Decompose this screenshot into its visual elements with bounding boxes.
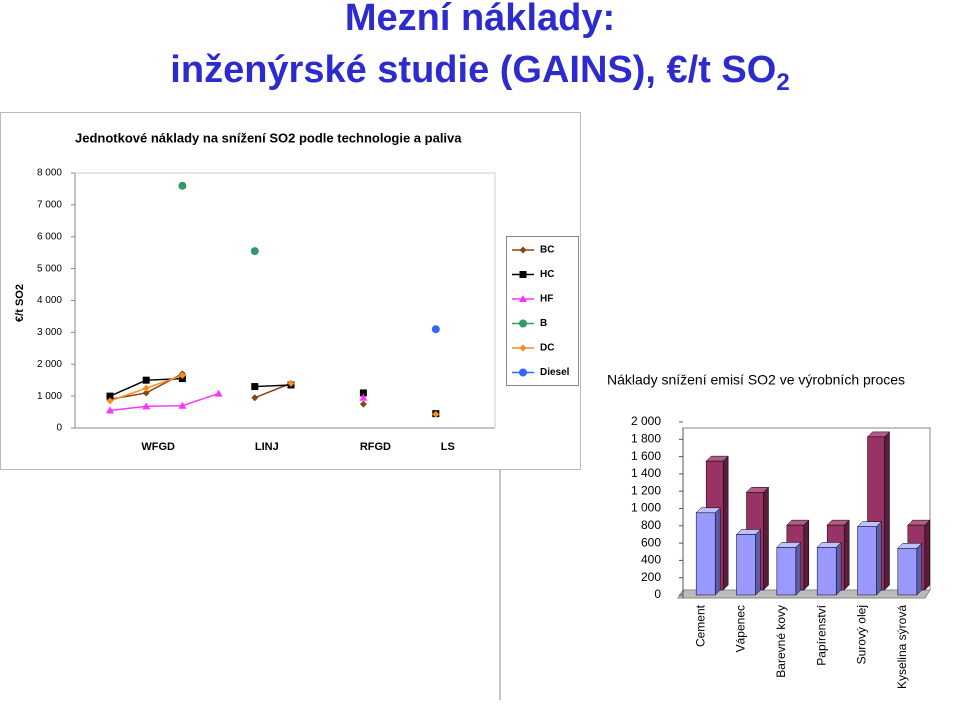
y-tick-label: 1 000: [631, 501, 661, 515]
y-tick-label: 3 000: [37, 327, 62, 338]
y-tick-label: 600: [641, 535, 661, 549]
point: [432, 410, 440, 418]
y-tick-label: 200: [641, 570, 661, 584]
bar: [736, 534, 756, 596]
y-tick-label: 1 400: [631, 466, 661, 480]
point: [287, 379, 295, 387]
y-tick-label: 0: [56, 423, 62, 434]
chart-title: Jednotkové náklady na snížení SO2 podle …: [75, 130, 462, 145]
y-tick-label: 2 000: [631, 414, 661, 428]
legend-label: Diesel: [540, 367, 570, 378]
chart1-frame: [0, 112, 581, 470]
legend-marker: [519, 246, 527, 254]
legend-label: HF: [540, 294, 553, 305]
title-sub: 2: [776, 69, 789, 96]
chart2: Náklady snížení emisí SO2 ve výrobních p…: [607, 372, 931, 689]
bar-side: [755, 528, 761, 596]
point: [106, 406, 114, 414]
legend-label: HC: [540, 269, 554, 280]
y-tick-label: 1 000: [37, 391, 62, 402]
point: [178, 371, 186, 379]
point: [106, 397, 114, 405]
point: [106, 392, 114, 400]
x-tick-label: LINJ: [255, 441, 279, 453]
legend-marker: [519, 344, 527, 352]
bar: [857, 526, 877, 596]
title-text: inženýrské studie (GAINS), €/t SO: [170, 49, 776, 91]
point: [142, 389, 150, 397]
chart1: Jednotkové náklady na snížení SO2 podle …: [14, 130, 579, 453]
point: [359, 389, 367, 397]
y-tick-label: 6 000: [37, 231, 62, 242]
point: [359, 400, 367, 408]
y-tick-label: 1 200: [631, 483, 661, 497]
point: [178, 181, 187, 190]
x-tick-label: WFGD: [141, 441, 175, 453]
bar: [816, 547, 837, 596]
legend-label: B: [540, 318, 547, 329]
series-line: [109, 392, 219, 412]
y-tick-label: 800: [641, 518, 661, 532]
y-axis-label: €/t SO2: [14, 284, 26, 322]
point: [250, 247, 259, 256]
y-tick-label: 2 000: [37, 359, 62, 370]
slide-title: inženýrské studie (GAINS), €/t SO2: [170, 49, 789, 96]
legend-label: DC: [540, 343, 554, 354]
x-tick-label: Kyselina sýrová: [895, 605, 909, 689]
point: [359, 393, 368, 401]
bar-side: [722, 455, 729, 591]
bar-side: [916, 542, 923, 596]
bar: [695, 512, 716, 596]
y-tick-label: 1 800: [631, 431, 661, 445]
point: [142, 384, 150, 392]
bar-side: [803, 519, 810, 591]
x-tick-label: LS: [441, 441, 455, 453]
point: [251, 383, 259, 391]
legend-marker: [519, 319, 527, 328]
x-tick-label: Vápenec: [734, 605, 748, 652]
y-tick-label: 5 000: [37, 263, 62, 274]
x-tick-label: RFGD: [360, 441, 391, 453]
y-tick-label: 7 000: [37, 200, 62, 211]
point: [142, 376, 150, 384]
legend-label: BC: [540, 245, 554, 256]
point: [431, 325, 440, 334]
bar-side: [714, 507, 721, 596]
bar-side: [876, 521, 882, 596]
bar: [897, 548, 918, 596]
x-tick-label: Surový olej: [855, 605, 869, 664]
slide-title: Mezní náklady:: [345, 0, 615, 39]
legend-marker: [519, 271, 527, 278]
y-tick-label: 0: [654, 587, 661, 601]
bar: [776, 547, 797, 596]
legend-box: [506, 236, 579, 386]
y-tick-label: 400: [641, 553, 661, 567]
y-tick-label: 1 600: [631, 449, 661, 463]
bar-side: [924, 519, 931, 591]
x-tick-label: Papírenství: [814, 604, 828, 665]
x-tick-label: Barevné kovy: [774, 605, 788, 678]
point: [142, 402, 151, 410]
y-tick-label: 4 000: [37, 295, 62, 306]
series-line: [254, 384, 292, 388]
bar-side: [835, 541, 842, 596]
legend-marker: [519, 295, 527, 302]
point: [178, 401, 187, 409]
bar-side: [843, 519, 850, 591]
point: [251, 394, 259, 402]
chart-title: Náklady snížení emisí SO2 ve výrobních p…: [607, 372, 905, 388]
bar-side: [795, 541, 802, 596]
y-tick-label: 8 000: [37, 168, 62, 179]
bar-side: [763, 486, 769, 591]
legend-marker: [519, 368, 527, 377]
point: [214, 389, 223, 397]
x-tick-label: Cement: [693, 604, 707, 647]
bar-side: [884, 431, 890, 591]
